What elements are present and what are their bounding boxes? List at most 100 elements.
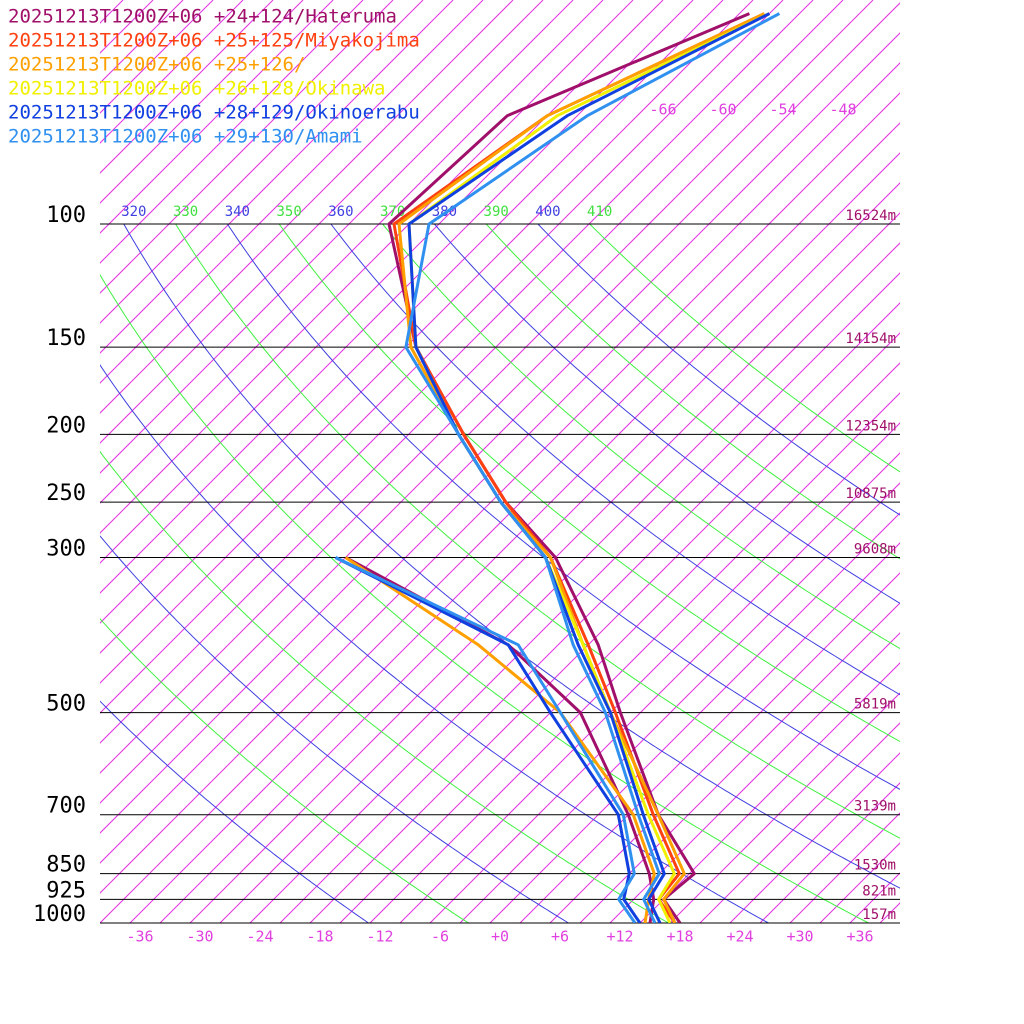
legend-entry: 20251213T1200Z+06 +24+124/Hateruma <box>8 6 397 28</box>
theta-label: 340 <box>225 204 250 220</box>
isotherm-label: -60 <box>709 101 736 119</box>
x-tick-label: -18 <box>306 928 333 946</box>
theta-label: 400 <box>535 204 560 220</box>
dry-adiabat <box>226 223 900 790</box>
x-tick-label: +36 <box>846 928 873 946</box>
height-label: 12354m <box>845 418 896 434</box>
isotherm <box>100 0 544 444</box>
dewpoint-line <box>334 556 642 923</box>
y-tick-label: 1000 <box>33 902 86 927</box>
isotherm-label: -48 <box>829 101 856 119</box>
height-label: 9608m <box>854 542 896 558</box>
isotherm <box>849 872 900 923</box>
dry-adiabat <box>330 223 900 696</box>
isotherm <box>100 0 394 294</box>
plot: 320 330 340 350 360 370 380 390 400 410-66 -60 -54-… <box>8 6 900 946</box>
isotherm <box>100 0 634 534</box>
isotherm <box>489 512 900 923</box>
isotherm <box>100 0 514 414</box>
isotherm <box>159 182 900 923</box>
y-tick-label: 200 <box>46 413 86 438</box>
isotherm <box>639 662 900 923</box>
x-tick-label: -30 <box>186 928 213 946</box>
isotherm <box>669 692 900 923</box>
temperature-line <box>387 12 750 923</box>
y-tick-label: 850 <box>46 853 86 878</box>
isotherm <box>100 0 604 504</box>
height-label: 5819m <box>854 697 896 713</box>
x-tick-label: +18 <box>666 928 693 946</box>
temperature-group <box>387 12 750 923</box>
isotherm <box>100 0 274 174</box>
x-tick-label: -6 <box>431 928 449 946</box>
isotherm <box>519 542 900 923</box>
height-label: 16524m <box>845 208 896 224</box>
x-tick-label: +6 <box>551 928 569 946</box>
height-label: 157m <box>862 907 896 923</box>
isotherm <box>429 452 900 923</box>
y-tick-label: 100 <box>46 203 86 228</box>
isotherm <box>249 272 900 923</box>
theta-label: 390 <box>484 204 509 220</box>
isotherm <box>100 0 334 234</box>
x-tick-label: +12 <box>606 928 633 946</box>
isotherm <box>100 0 844 744</box>
isotherm <box>100 32 900 834</box>
isotherm <box>219 242 900 923</box>
isotherm <box>100 0 814 714</box>
height-label: 821m <box>862 883 896 899</box>
height-label: 10875m <box>845 486 896 502</box>
y-tick-label: 925 <box>46 878 86 903</box>
legend-entry: 20251213T1200Z+06 +25+125/Miyakojima <box>8 30 420 52</box>
theta-label: 410 <box>587 204 612 220</box>
isotherm <box>129 152 900 923</box>
isotherm <box>100 0 754 654</box>
isotherm <box>549 572 900 923</box>
isotherm <box>309 332 900 923</box>
x-tick-label: +24 <box>726 928 753 946</box>
height-label: 3139m <box>854 799 896 815</box>
isotherm <box>369 392 900 923</box>
temperature-line <box>407 12 771 923</box>
isotherm <box>100 0 364 264</box>
legend-entry: 20251213T1200Z+06 +26+128/Okinawa <box>8 78 386 100</box>
isotherm <box>729 752 900 923</box>
dewpoint-line <box>344 556 656 923</box>
temperature-line <box>397 12 766 923</box>
height-label: 14154m <box>845 331 896 347</box>
isotherm <box>579 602 900 923</box>
theta-label: 330 <box>173 204 198 220</box>
temperature-line <box>407 12 771 923</box>
temperature-line <box>404 12 781 923</box>
isotherm <box>339 362 900 923</box>
y-tick-label: 250 <box>46 481 86 506</box>
temperature-group <box>392 12 766 923</box>
isotherm <box>100 0 304 204</box>
dewpoint-group <box>334 556 637 923</box>
isotherm <box>399 422 900 923</box>
isotherm <box>819 842 900 923</box>
temperature-line <box>392 12 766 923</box>
isotherm <box>100 122 900 923</box>
isotherm <box>879 902 900 923</box>
legend-entry: 20251213T1200Z+06 +25+126/ <box>8 54 305 76</box>
isotherm <box>0 0 3 923</box>
isotherm <box>459 482 900 923</box>
dry-adiabat <box>537 223 900 516</box>
isotherm <box>100 0 874 774</box>
x-tick-label: +0 <box>491 928 509 946</box>
x-tick-label: +30 <box>786 928 813 946</box>
legend-entry: 20251213T1200Z+06 +28+129/Okinoerabu <box>8 102 420 124</box>
x-tick-label: -36 <box>126 928 153 946</box>
isotherm <box>100 0 484 384</box>
temperature-group <box>404 12 781 923</box>
y-tick-label: 700 <box>46 794 86 819</box>
theta-label: 360 <box>328 204 353 220</box>
isotherm-label: -54 <box>769 101 796 119</box>
dry-adiabat <box>434 223 900 604</box>
dry-adiabat <box>485 223 900 560</box>
isotherm <box>279 302 900 923</box>
isotherm <box>100 0 784 684</box>
y-tick-label: 300 <box>46 537 86 562</box>
isotherm-label: -66 <box>649 101 676 119</box>
